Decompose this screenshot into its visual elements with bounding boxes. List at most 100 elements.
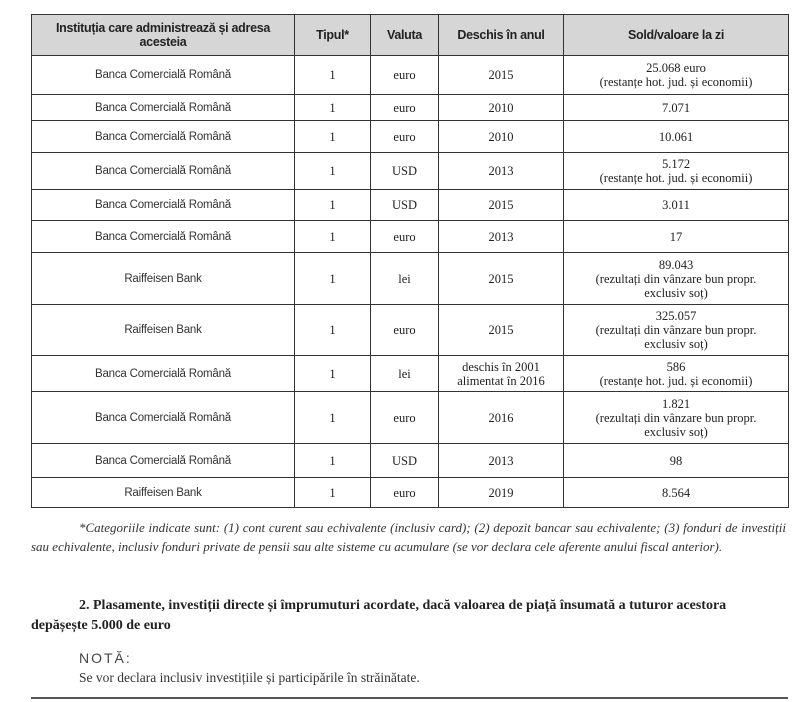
cell-opened-line: 2019 — [488, 485, 514, 500]
cell-opened-line: deschis în 2001 — [462, 359, 540, 374]
cell-opened-line: 2013 — [488, 453, 514, 468]
table-header-row: Instituția care administrează și adresa … — [31, 14, 789, 56]
cell-opened: 2010 — [438, 120, 564, 153]
cell-currency: USD — [370, 443, 439, 478]
cell-institution: Raiffeisen Bank — [31, 252, 295, 305]
cell-type: 1 — [294, 55, 371, 95]
cell-currency: euro — [370, 94, 439, 121]
cell-institution: Raiffeisen Bank — [31, 304, 295, 356]
cell-balance-line: 3.011 — [662, 198, 690, 212]
table-row: Raiffeisen Bank 1 lei 2015 89.043 (rezultați … — [31, 252, 789, 305]
cell-balance-line: 25.068 euro — [646, 61, 706, 75]
cell-institution: Banca Comercială Română — [31, 120, 295, 153]
cell-type: 1 — [294, 120, 371, 153]
cell-balance-line: exclusiv soț) — [644, 285, 708, 300]
cell-opened: 2019 — [438, 477, 564, 508]
header-currency: Valuta — [370, 14, 439, 56]
cell-opened: 2016 — [438, 391, 564, 444]
cell-opened-line: 2010 — [488, 129, 514, 144]
cell-opened-line: 2015 — [488, 198, 514, 212]
cell-currency: euro — [370, 477, 439, 508]
cell-opened-line: 2010 — [488, 100, 514, 115]
cell-institution: Banca Comercială Română — [31, 391, 295, 444]
cell-type: 1 — [294, 189, 371, 221]
cell-opened: 2013 — [438, 443, 564, 478]
cell-type: 1 — [294, 304, 371, 356]
cell-opened: 2015 — [438, 304, 564, 356]
bank-accounts-table: Instituția care administrează și adresa … — [31, 14, 789, 508]
cell-balance: 89.043 (rezultați din vânzare bun propr. e… — [563, 252, 789, 305]
cell-balance-line: 1.821 — [661, 396, 691, 411]
cell-balance: 8.564 — [563, 477, 789, 508]
cell-opened-line: 2015 — [488, 68, 514, 82]
cell-opened: 2013 — [438, 152, 564, 190]
cell-currency: euro — [370, 391, 439, 444]
nota-text: Se vor declara inclusiv investițiile și … — [79, 670, 420, 685]
cell-balance: 5.172 (restanțe hot. jud. și economii) — [563, 152, 789, 190]
cell-opened: 2015 — [438, 55, 564, 95]
table-row: Banca Comercială Română 1 euro 2013 17 — [31, 220, 789, 253]
cell-opened-line: 2013 — [488, 164, 514, 178]
cell-balance-line: (rezultați din vânzare bun propr. — [595, 271, 757, 286]
cell-balance-line: exclusiv soț) — [644, 337, 708, 351]
header-balance: Sold/valoare la zi — [563, 14, 789, 56]
cell-balance: 98 — [563, 443, 789, 478]
footnote: *Categoriile indicate sunt: (1) cont cur… — [31, 520, 786, 554]
cell-opened-line: 2013 — [488, 229, 514, 244]
cell-type: 1 — [294, 220, 371, 253]
table-row: Banca Comercială Română 1 euro 2016 1.821 (re… — [31, 391, 789, 444]
cell-opened: 2015 — [438, 252, 564, 305]
cell-currency: euro — [370, 304, 439, 356]
cell-balance-line: 5.172 — [661, 157, 691, 171]
cell-opened: deschis în 2001 alimentat în 2016 — [438, 355, 564, 392]
cell-institution: Banca Comercială Română — [31, 443, 295, 478]
cell-balance-line: 89.043 — [658, 257, 694, 272]
cell-balance-line: 8.564 — [661, 485, 691, 500]
cell-type: 1 — [294, 355, 371, 392]
cell-balance-line: 98 — [669, 453, 683, 468]
cell-balance-line: exclusiv soț) — [644, 424, 708, 439]
cell-opened: 2010 — [438, 94, 564, 121]
cell-type: 1 — [294, 152, 371, 190]
cell-type: 1 — [294, 477, 371, 508]
cell-currency: euro — [370, 120, 439, 153]
cell-opened-line: alimentat în 2016 — [457, 373, 545, 388]
cell-opened-line: 2016 — [488, 410, 514, 425]
table-row: Banca Comercială Română 1 USD 2013 98 — [31, 443, 789, 478]
cell-institution: Banca Comercială Română — [31, 55, 295, 95]
table-row: Banca Comercială Română 1 euro 2010 10.061 — [31, 120, 789, 153]
cell-currency: lei — [370, 252, 439, 305]
cell-balance: 586 (restanțe hot. jud. și economii) — [563, 355, 789, 392]
cell-opened-line: 2015 — [488, 271, 514, 286]
cell-balance-line: 325.057 — [655, 309, 697, 323]
cell-balance: 25.068 euro (restanțe hot. jud. și econom… — [563, 55, 789, 95]
table-row: Banca Comercială Română 1 USD 2013 5.172 (res… — [31, 152, 789, 190]
cell-balance-line: (rezultați din vânzare bun propr. — [595, 410, 757, 425]
cell-type: 1 — [294, 252, 371, 305]
cell-opened-line: 2015 — [488, 323, 514, 337]
cell-balance: 10.061 — [563, 120, 789, 153]
cell-currency: USD — [370, 189, 439, 221]
cell-balance-line: 7.071 — [661, 100, 691, 115]
cell-balance-line: (restanțe hot. jud. și economii) — [599, 75, 753, 89]
table-row: Banca Comercială Română 1 lei deschis în 20… — [31, 355, 789, 392]
table-row: Banca Comercială Română 1 USD 2015 3.011 — [31, 189, 789, 221]
section-2-heading: 2. Plasamente, investiții directe și împ… — [31, 598, 727, 633]
table-row: Raiffeisen Bank 1 euro 2019 8.564 — [31, 477, 789, 508]
cell-type: 1 — [294, 443, 371, 478]
cell-balance: 17 — [563, 220, 789, 253]
cell-institution: Raiffeisen Bank — [31, 477, 295, 508]
cell-balance: 7.071 — [563, 94, 789, 121]
cell-currency: euro — [370, 220, 439, 253]
cell-opened: 2013 — [438, 220, 564, 253]
cell-balance-line: 17 — [669, 229, 683, 244]
cell-balance-line: 10.061 — [658, 129, 694, 144]
cell-institution: Banca Comercială Română — [31, 94, 295, 121]
cell-type: 1 — [294, 391, 371, 444]
header-institution: Instituția care administrează și adresa … — [31, 14, 295, 56]
cell-currency: lei — [370, 355, 439, 392]
cell-balance: 3.011 — [563, 189, 789, 221]
cell-institution: Banca Comercială Română — [31, 152, 295, 190]
cell-balance: 1.821 (rezultați din vânzare bun propr. ex… — [563, 391, 789, 444]
table-row: Banca Comercială Română 1 euro 2010 7.071 — [31, 94, 789, 121]
